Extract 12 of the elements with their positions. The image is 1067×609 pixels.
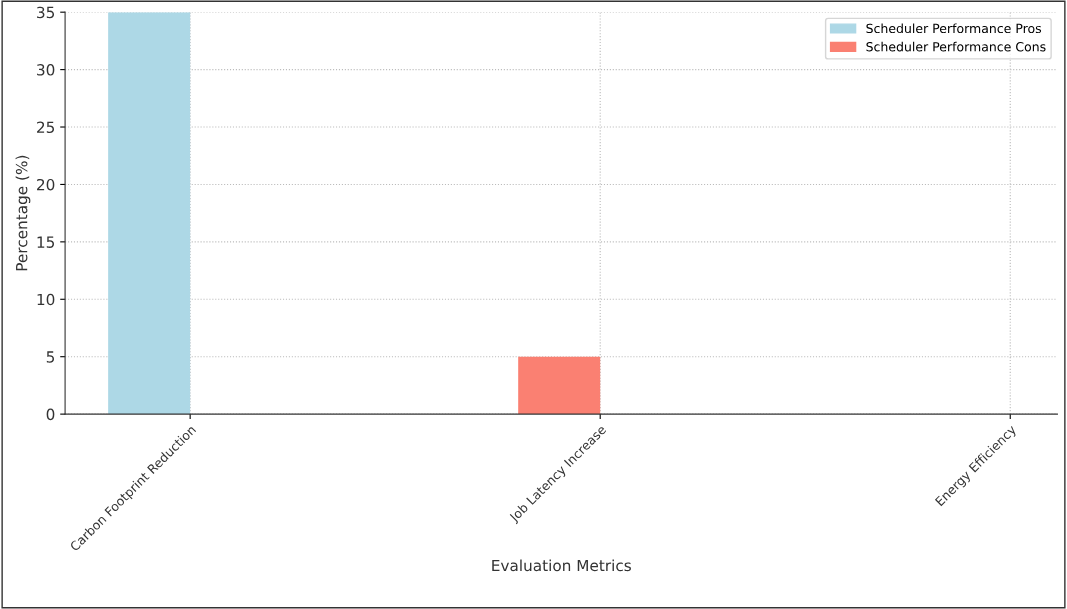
legend-label: Scheduler Performance Pros [866,23,1042,34]
y-axis-title: Percentage (%) [15,155,31,271]
y-tick-label: 35 [37,6,55,19]
y-tick-label: 10 [37,293,55,306]
y-tick-label: 30 [37,64,55,76]
y-tick-label: 25 [37,121,55,134]
y-tick-label: 0 [46,408,55,421]
legend-label: Scheduler Performance Cons [866,41,1046,52]
x-axis-title: Evaluation Metrics [492,559,631,572]
y-tick-label: 20 [37,178,55,191]
y-tick-label: 5 [46,351,55,363]
y-tick-label: 15 [37,236,55,248]
